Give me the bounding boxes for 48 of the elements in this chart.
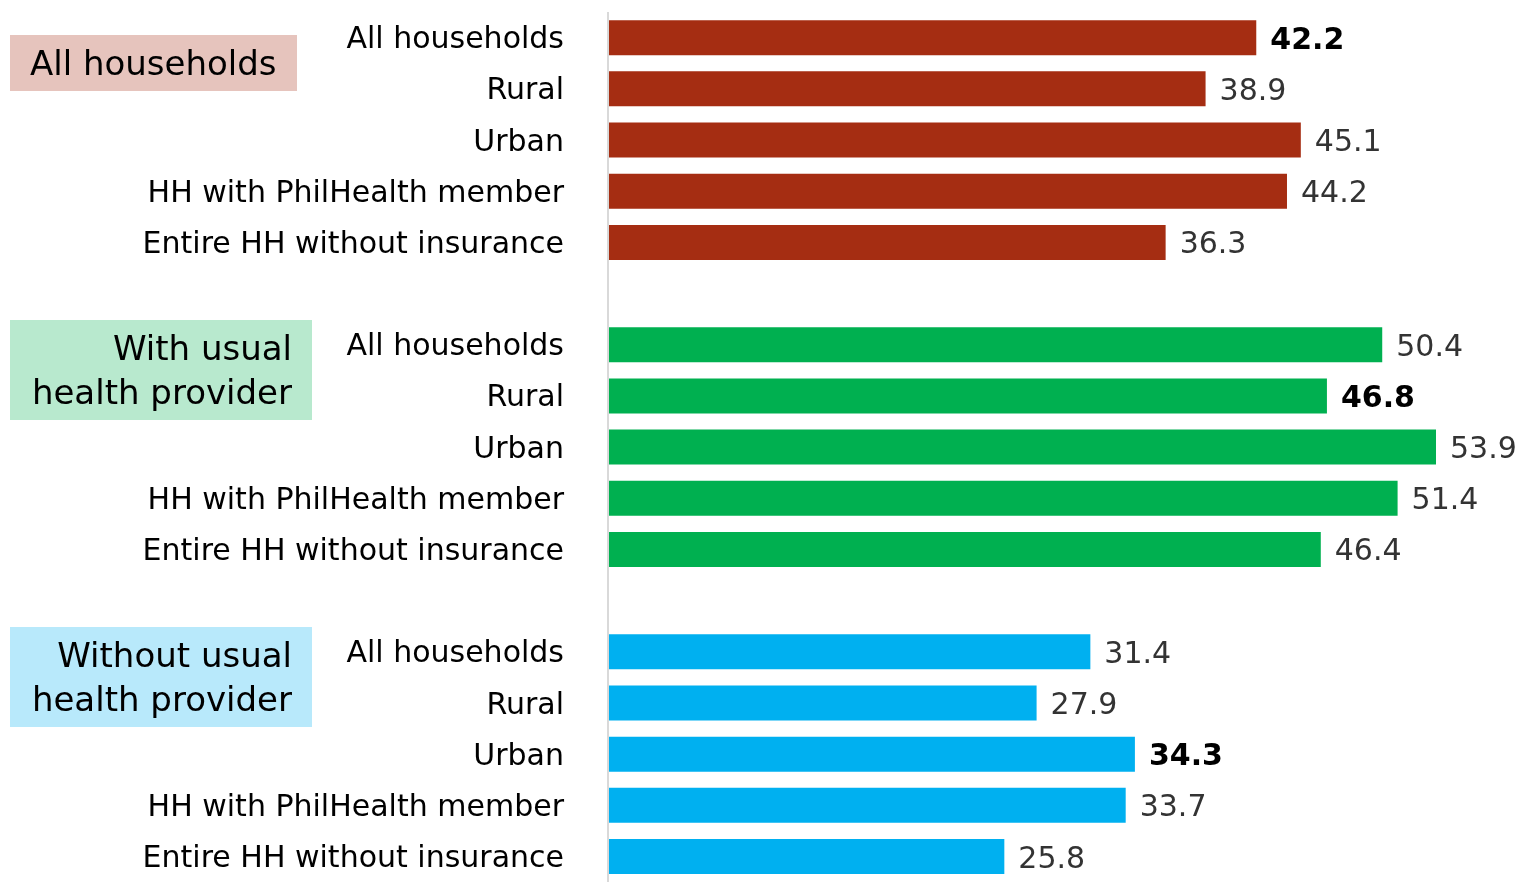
y-tick-label: Urban — [473, 122, 564, 158]
bar — [608, 429, 1436, 465]
data-label: 25.8 — [1018, 839, 1086, 875]
bar — [608, 634, 1091, 670]
y-tick-label: Entire HH without insurance — [142, 839, 564, 875]
y-tick-label: Rural — [486, 378, 564, 414]
data-label: 27.9 — [1050, 685, 1118, 721]
y-tick-label: Entire HH without insurance — [142, 532, 564, 567]
bar — [608, 327, 1383, 363]
bar — [608, 378, 1327, 414]
data-label: 38.9 — [1219, 71, 1287, 107]
data-label: 46.4 — [1334, 532, 1402, 568]
y-tick-label: Urban — [473, 429, 564, 465]
data-label: 50.4 — [1396, 327, 1464, 363]
y-tick-label: HH with PhilHealth member — [147, 480, 565, 516]
y-tick-label: Rural — [486, 685, 564, 721]
bar — [608, 71, 1206, 107]
data-label: 45.1 — [1314, 123, 1382, 159]
bar — [608, 20, 1257, 56]
data-label: 42.2 — [1270, 20, 1345, 56]
bar — [608, 531, 1321, 567]
bar — [608, 736, 1135, 772]
y-tick-label: All households — [346, 20, 564, 56]
data-label: 33.7 — [1139, 788, 1207, 824]
text: All households — [10, 35, 297, 92]
y-tick-label: Rural — [486, 71, 564, 107]
data-label: 51.4 — [1411, 481, 1479, 517]
text: With usual health provider — [10, 320, 312, 421]
bar — [608, 224, 1166, 260]
bar — [608, 787, 1126, 823]
data-label: 53.9 — [1450, 430, 1517, 466]
y-tick-label: Urban — [473, 736, 564, 772]
text: Without usual health provider — [10, 627, 312, 728]
bar — [608, 122, 1301, 158]
y-tick-label: All households — [346, 327, 564, 363]
y-tick-label: All households — [346, 634, 564, 670]
data-label: 44.2 — [1300, 174, 1368, 210]
data-label: 36.3 — [1179, 225, 1247, 261]
y-tick-label: HH with PhilHealth member — [147, 173, 565, 209]
bar — [608, 839, 1005, 875]
bar — [608, 173, 1287, 209]
data-label: 34.3 — [1148, 737, 1223, 773]
data-label: 31.4 — [1104, 634, 1172, 670]
bar — [608, 685, 1037, 721]
data-label: 46.8 — [1340, 378, 1415, 414]
y-tick-label: Entire HH without insurance — [142, 224, 564, 260]
bar — [608, 480, 1398, 516]
y-tick-label: HH with PhilHealth member — [147, 787, 565, 823]
